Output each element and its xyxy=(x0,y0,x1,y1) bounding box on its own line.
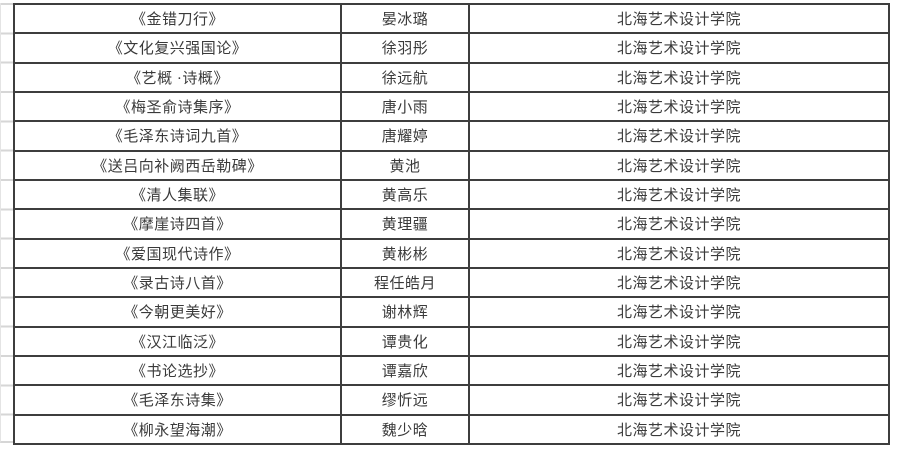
work-title-cell: 《摩崖诗四首》 xyxy=(13,208,342,240)
table-row: 《毛泽东诗集》 缪忻远 北海艺术设计学院 xyxy=(13,384,890,416)
table-row: 《艺概 ·诗概》 徐远航 北海艺术设计学院 xyxy=(13,61,890,93)
work-title-cell: 《今朝更美好》 xyxy=(13,296,342,328)
table-row: 《书论选抄》 谭嘉欣 北海艺术设计学院 xyxy=(13,354,890,387)
institution-cell: 北海艺术设计学院 xyxy=(468,90,890,123)
author-name-cell: 黄理疆 xyxy=(340,208,470,240)
table-row: 《毛泽东诗词九首》 唐耀婷 北海艺术设计学院 xyxy=(13,120,890,152)
author-name-cell: 唐小雨 xyxy=(340,90,470,123)
institution-cell: 北海艺术设计学院 xyxy=(468,61,890,93)
author-name-cell: 谭贵化 xyxy=(340,325,470,357)
table-row: 《梅圣俞诗集序》 唐小雨 北海艺术设计学院 xyxy=(13,90,890,123)
table-row: 《今朝更美好》 谢林辉 北海艺术设计学院 xyxy=(13,296,890,328)
table-body: 《金错刀行》 晏冰璐 北海艺术设计学院 《文化复兴强国论》 徐羽彤 北海艺术设计… xyxy=(13,2,890,445)
work-title-cell: 《文化复兴强国论》 xyxy=(13,32,342,64)
institution-cell: 北海艺术设计学院 xyxy=(468,208,890,240)
author-name-cell: 魏少晗 xyxy=(340,413,470,445)
institution-cell: 北海艺术设计学院 xyxy=(468,32,890,64)
work-title-cell: 《书论选抄》 xyxy=(13,354,342,387)
institution-cell: 北海艺术设计学院 xyxy=(468,266,890,299)
work-title-cell: 《录古诗八首》 xyxy=(13,266,342,299)
table-row: 《柳永望海潮》 魏少晗 北海艺术设计学院 xyxy=(13,413,890,445)
institution-cell: 北海艺术设计学院 xyxy=(468,384,890,416)
institution-cell: 北海艺术设计学院 xyxy=(468,325,890,357)
table-row: 《文化复兴强国论》 徐羽彤 北海艺术设计学院 xyxy=(13,32,890,64)
table-row: 《爱国现代诗作》 黄彬彬 北海艺术设计学院 xyxy=(13,237,890,269)
author-name-cell: 徐羽彤 xyxy=(340,32,470,64)
author-name-cell: 晏冰璐 xyxy=(340,2,470,35)
author-name-cell: 谢林辉 xyxy=(340,296,470,328)
table-row: 《清人集联》 黄高乐 北海艺术设计学院 xyxy=(13,178,890,211)
institution-cell: 北海艺术设计学院 xyxy=(468,120,890,152)
work-title-cell: 《艺概 ·诗概》 xyxy=(13,61,342,93)
author-name-cell: 缪忻远 xyxy=(340,384,470,416)
author-name-cell: 黄池 xyxy=(340,149,470,181)
table-row: 《汉江临泛》 谭贵化 北海艺术设计学院 xyxy=(13,325,890,357)
author-name-cell: 黄高乐 xyxy=(340,178,470,211)
author-name-cell: 程任皓月 xyxy=(340,266,470,299)
author-name-cell: 徐远航 xyxy=(340,61,470,93)
work-title-cell: 《毛泽东诗词九首》 xyxy=(13,120,342,152)
table-row: 《送吕向补阙西岳勒碑》 黄池 北海艺术设计学院 xyxy=(13,149,890,181)
institution-cell: 北海艺术设计学院 xyxy=(468,296,890,328)
work-title-cell: 《金错刀行》 xyxy=(13,2,342,35)
author-name-cell: 黄彬彬 xyxy=(340,237,470,269)
page-edge-artifact xyxy=(0,3,13,443)
institution-cell: 北海艺术设计学院 xyxy=(468,149,890,181)
calligraphy-works-table: 《金错刀行》 晏冰璐 北海艺术设计学院 《文化复兴强国论》 徐羽彤 北海艺术设计… xyxy=(13,2,890,445)
author-name-cell: 谭嘉欣 xyxy=(340,354,470,387)
institution-cell: 北海艺术设计学院 xyxy=(468,237,890,269)
work-title-cell: 《爱国现代诗作》 xyxy=(13,237,342,269)
work-title-cell: 《送吕向补阙西岳勒碑》 xyxy=(13,149,342,181)
work-title-cell: 《汉江临泛》 xyxy=(13,325,342,357)
table-row: 《摩崖诗四首》 黄理疆 北海艺术设计学院 xyxy=(13,208,890,240)
work-title-cell: 《清人集联》 xyxy=(13,178,342,211)
work-title-cell: 《梅圣俞诗集序》 xyxy=(13,90,342,123)
institution-cell: 北海艺术设计学院 xyxy=(468,354,890,387)
author-name-cell: 唐耀婷 xyxy=(340,120,470,152)
institution-cell: 北海艺术设计学院 xyxy=(468,178,890,211)
work-title-cell: 《毛泽东诗集》 xyxy=(13,384,342,416)
institution-cell: 北海艺术设计学院 xyxy=(468,2,890,35)
table-row: 《录古诗八首》 程任皓月 北海艺术设计学院 xyxy=(13,266,890,299)
table-row: 《金错刀行》 晏冰璐 北海艺术设计学院 xyxy=(13,2,890,35)
institution-cell: 北海艺术设计学院 xyxy=(468,413,890,445)
work-title-cell: 《柳永望海潮》 xyxy=(13,413,342,445)
